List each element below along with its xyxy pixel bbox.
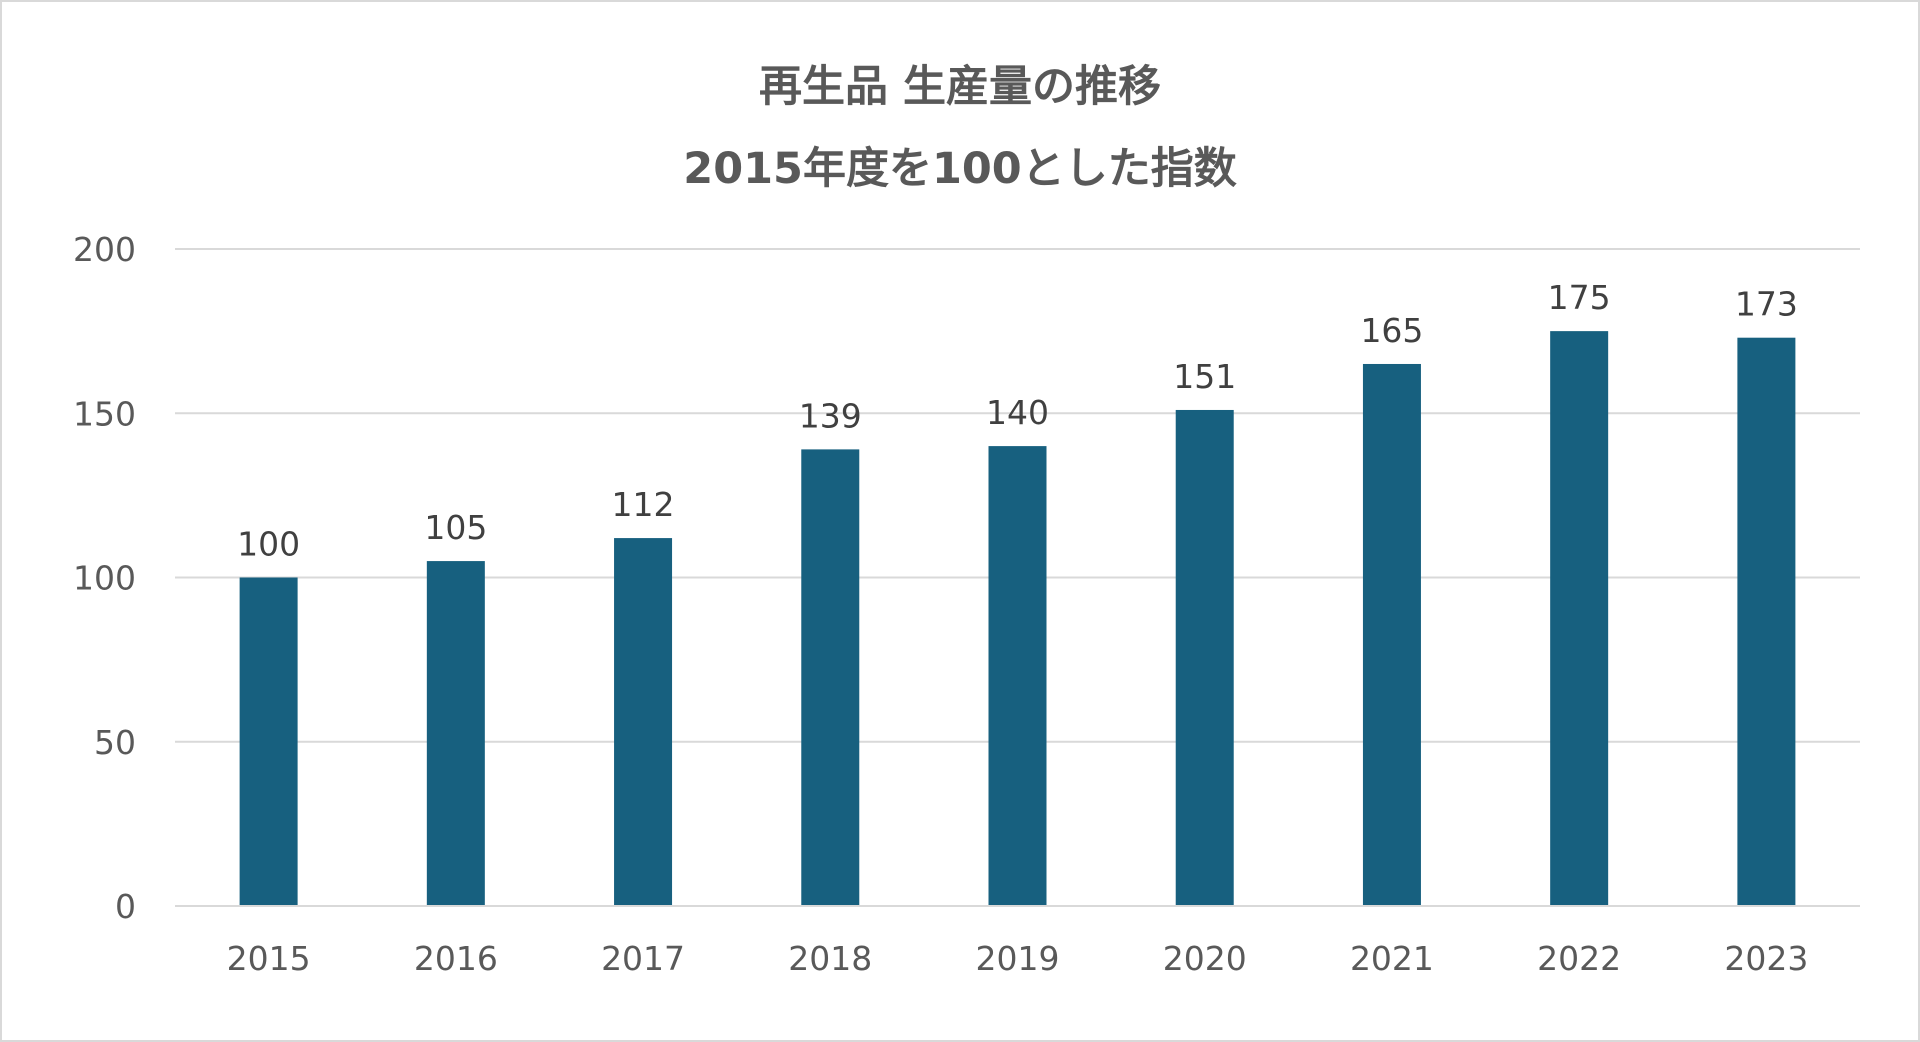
data-label-2019: 140 (986, 393, 1049, 432)
bar-2023 (1737, 337, 1796, 906)
x-tick-label-2018: 2018 (788, 939, 872, 978)
y-tick-label: 0 (115, 887, 136, 926)
x-tick-label-2022: 2022 (1537, 939, 1621, 978)
data-label-2017: 112 (612, 485, 675, 524)
data-label-2023: 173 (1735, 285, 1798, 324)
chart-subtitle: 2015年度を100とした指数 (683, 144, 1237, 194)
x-tick-label-2020: 2020 (1163, 939, 1247, 978)
data-labels: 100 105 112 139 140 151 165 175 173 (237, 278, 1798, 563)
bar-2022 (1550, 331, 1609, 906)
y-axis-ticks: 0 50 100 150 200 (73, 230, 136, 926)
data-label-2018: 139 (799, 396, 862, 435)
y-tick-label: 150 (73, 394, 136, 433)
bar-2018 (801, 449, 860, 906)
data-label-2016: 105 (424, 508, 487, 547)
bar-2021 (1362, 363, 1421, 907)
y-tick-label: 50 (94, 723, 136, 762)
x-tick-label-2023: 2023 (1724, 939, 1808, 978)
chart-title: 再生品 生産量の推移 (759, 62, 1161, 112)
bar-2017 (614, 538, 673, 906)
y-tick-label: 100 (73, 559, 136, 598)
bar-2015 (239, 577, 298, 906)
data-label-2021: 165 (1360, 311, 1423, 350)
bar-2019 (988, 446, 1047, 906)
x-axis-ticks: 2015 2016 2017 2018 2019 2020 2021 2022 2023 (227, 939, 1809, 978)
bars (239, 331, 1796, 907)
x-tick-label-2019: 2019 (976, 939, 1060, 978)
y-tick-label: 200 (73, 230, 136, 269)
bar-2020 (1175, 409, 1234, 906)
data-label-2015: 100 (237, 525, 300, 564)
x-tick-label-2021: 2021 (1350, 939, 1434, 978)
data-label-2022: 175 (1548, 278, 1611, 317)
bar-2016 (426, 561, 485, 906)
x-tick-label-2017: 2017 (601, 939, 685, 978)
data-label-2020: 151 (1173, 357, 1236, 396)
x-tick-label-2016: 2016 (414, 939, 498, 978)
x-tick-label-2015: 2015 (227, 939, 311, 978)
